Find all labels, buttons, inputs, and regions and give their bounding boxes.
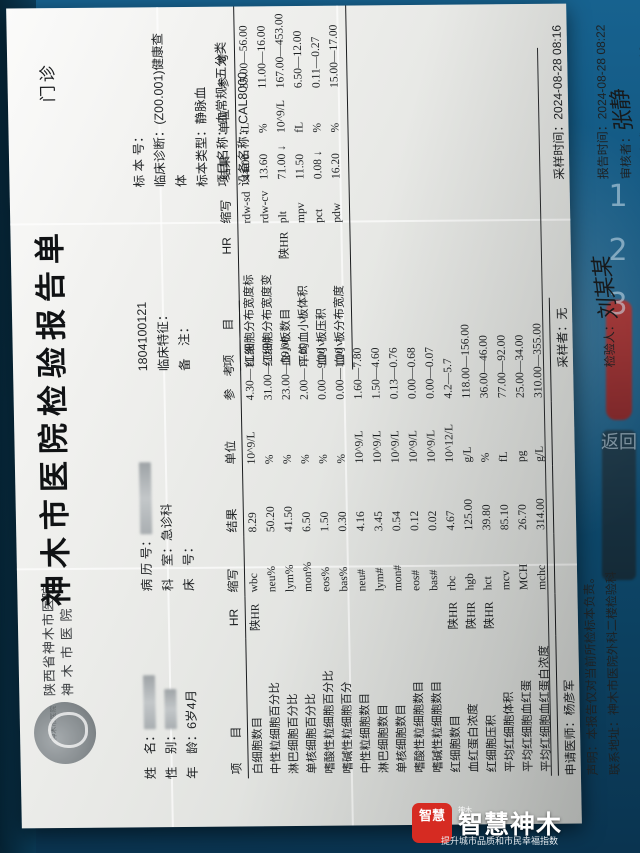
watermark-main-text: 智慧神木 xyxy=(458,811,563,839)
checker-signature: 刘某某 xyxy=(588,256,622,320)
reviewer-signature: 张静 xyxy=(606,88,637,132)
reviewer-label: 审核者： xyxy=(618,131,634,180)
reviewer-row: 审核者：张静 xyxy=(606,24,637,180)
watermark-badge-icon: 智慧 xyxy=(412,803,452,843)
dark-object-blur xyxy=(602,430,636,580)
backdrop-digit-1: 1 xyxy=(608,179,628,214)
address-text: 联系地址：神木市医院外科二楼检验科 xyxy=(604,571,622,776)
watermark: 智慧 神木 智慧神木 提升城市品质和市民幸福指数 xyxy=(412,803,563,846)
backdrop-digit-3: 3 xyxy=(608,287,628,322)
backdrop-digits: 1 2 3 xyxy=(598,170,638,332)
report-time-value: 2024-08-28 08:22 xyxy=(593,24,610,120)
backdrop-word: 返回 xyxy=(601,432,637,452)
report-time-and-reviewer: 报告时间：2024-08-28 08:22 审核者：张静 联系方式：091283… xyxy=(591,24,640,180)
report-time-label: 报告时间： xyxy=(595,119,611,180)
backdrop-digit-2: 2 xyxy=(608,233,628,268)
watermark-badge-text: 智慧 xyxy=(418,808,445,823)
disclaimer-text: 声明：本报告仅对当前所检标本负责。 xyxy=(582,571,600,776)
paper-sheet: 神木市医院 陕西省神木市医院 神 木 市 医 院 神木市医院检验报告单 门诊 姓… xyxy=(6,3,640,829)
paper-shading xyxy=(6,3,582,829)
red-object-blur xyxy=(606,300,632,420)
checker-row: 检验人：刘某某 xyxy=(588,256,622,368)
watermark-sub-text: 提升城市品质和市民幸福指数 xyxy=(441,836,559,846)
watermark-badge-tiny-text: 神木 xyxy=(458,807,472,814)
checker-label: 检验人： xyxy=(602,319,618,368)
